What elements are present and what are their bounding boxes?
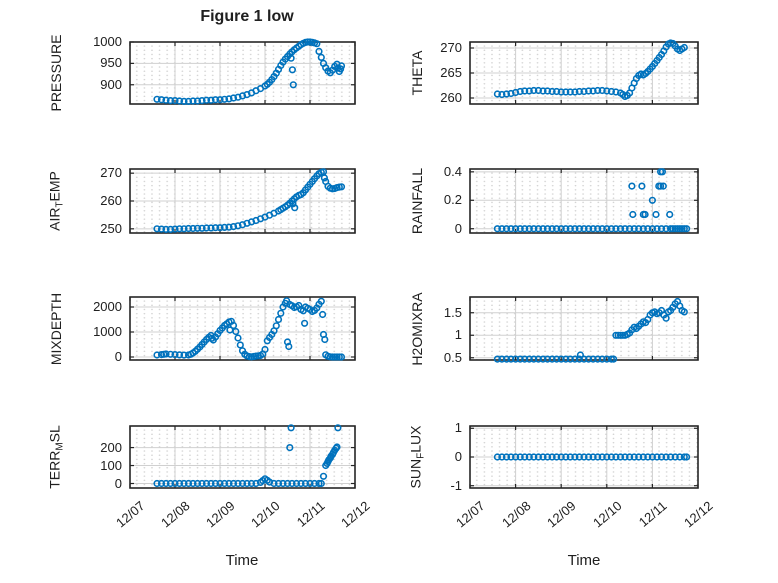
axis-ticks	[129, 426, 356, 488]
plot-area-terr-msl	[130, 426, 355, 488]
data-series-h2omixra	[493, 297, 688, 363]
y-tick-label: 950	[100, 55, 122, 71]
y-tick-label: 1	[454, 420, 462, 436]
axis-ticks	[469, 169, 699, 233]
y-tick-label: 0	[114, 475, 122, 491]
data-series-sun-flux	[493, 453, 691, 461]
plot-svg-rainfall	[469, 168, 699, 234]
plot-svg-sun-flux	[469, 425, 699, 489]
data-series-terr-msl	[153, 424, 342, 488]
y-tick-label: 1000	[93, 34, 122, 49]
y-tick-label: 100	[100, 457, 122, 473]
plot-svg-h2omixra	[469, 296, 699, 363]
x-axis-label-right: Time	[567, 552, 601, 569]
x-tick-label: 12/12	[681, 498, 716, 531]
grid-lines	[470, 169, 698, 233]
y-tick-label: -1	[450, 477, 462, 493]
data-series-pressure	[153, 38, 346, 105]
y-tick-label: 200	[100, 439, 122, 455]
y-axis-label-mixdepth: MIXDEPTH	[48, 292, 64, 364]
x-tick-label: 12/10	[589, 498, 625, 531]
y-tick-label: 900	[100, 76, 122, 92]
x-tick-label: 12/11	[293, 498, 328, 530]
y-axis-label-pressure: PRESSURE	[48, 34, 64, 111]
figure-title: Figure 1 low	[200, 8, 294, 25]
plot-svg-mixdepth	[129, 296, 356, 361]
axis-ticks	[469, 297, 699, 360]
data-series-air-temp	[153, 168, 346, 233]
x-tick-label: 12/08	[158, 498, 193, 531]
y-axis-label-text: T	[54, 201, 66, 208]
y-axis-label-terr-msl: TERRMSL	[47, 425, 66, 489]
data-series-theta	[493, 39, 688, 101]
plot-area-pressure	[130, 42, 355, 104]
x-tick-label: 12/08	[498, 498, 534, 531]
x-tick-label: 12/09	[203, 498, 238, 531]
y-tick-label: 0.5	[443, 349, 462, 365]
plot-svg-terr-msl	[129, 424, 356, 489]
x-tick-label: 12/07	[453, 498, 488, 531]
y-axis-label-text: PRESSURE	[48, 34, 64, 112]
axes-border	[129, 425, 356, 489]
axis-ticks	[469, 426, 699, 488]
x-tick-label: 12/09	[544, 498, 579, 531]
y-axis-label-text: AIR	[46, 207, 63, 231]
y-axis-label-text: EMP	[46, 171, 63, 202]
y-tick-label: 1000	[93, 324, 122, 339]
axis-ticks	[469, 42, 699, 104]
y-tick-label: 265	[440, 65, 462, 80]
y-axis-label-text: TERR	[46, 450, 63, 489]
x-tick-label: 12/11	[636, 498, 671, 530]
y-tick-label: 0	[454, 449, 462, 464]
axis-ticks	[129, 169, 356, 233]
y-tick-label: 2000	[93, 299, 122, 314]
y-tick-label: 0.2	[443, 192, 462, 208]
data-series-mixdepth	[153, 297, 346, 361]
y-tick-label: 1.5	[443, 304, 462, 320]
y-axis-label-text: MIXDEPTH	[48, 292, 64, 365]
y-tick-label: 250	[100, 220, 122, 236]
x-tick-label: 12/12	[338, 498, 373, 531]
y-tick-label: 260	[100, 193, 122, 208]
y-tick-label: 0	[454, 220, 462, 236]
y-tick-label: 0	[114, 349, 122, 364]
axes-border	[129, 296, 356, 361]
x-axis-label-left: Time	[225, 552, 259, 569]
y-tick-label: 1	[454, 327, 462, 343]
axes-border	[129, 41, 356, 105]
axes-border	[469, 168, 699, 234]
axes-border	[469, 296, 699, 361]
y-axis-label-air-temp: AIRTEMP	[47, 171, 66, 231]
grid-lines	[470, 297, 698, 360]
y-tick-label: 260	[440, 90, 462, 105]
plot-svg-air-temp	[129, 168, 356, 234]
y-axis-label-text: M	[54, 442, 66, 451]
plot-area-rainfall	[470, 169, 698, 233]
y-tick-label: 270	[440, 40, 462, 55]
x-tick-label: 12/07	[113, 498, 148, 531]
y-tick-label: 270	[100, 165, 122, 181]
plot-svg-pressure	[129, 38, 356, 105]
plot-svg-theta	[469, 39, 699, 105]
x-tick-label: 12/10	[248, 498, 283, 531]
data-series-rainfall	[493, 168, 691, 233]
y-tick-label: 0.4	[443, 163, 462, 179]
y-axis-label-text: SL	[46, 425, 63, 443]
